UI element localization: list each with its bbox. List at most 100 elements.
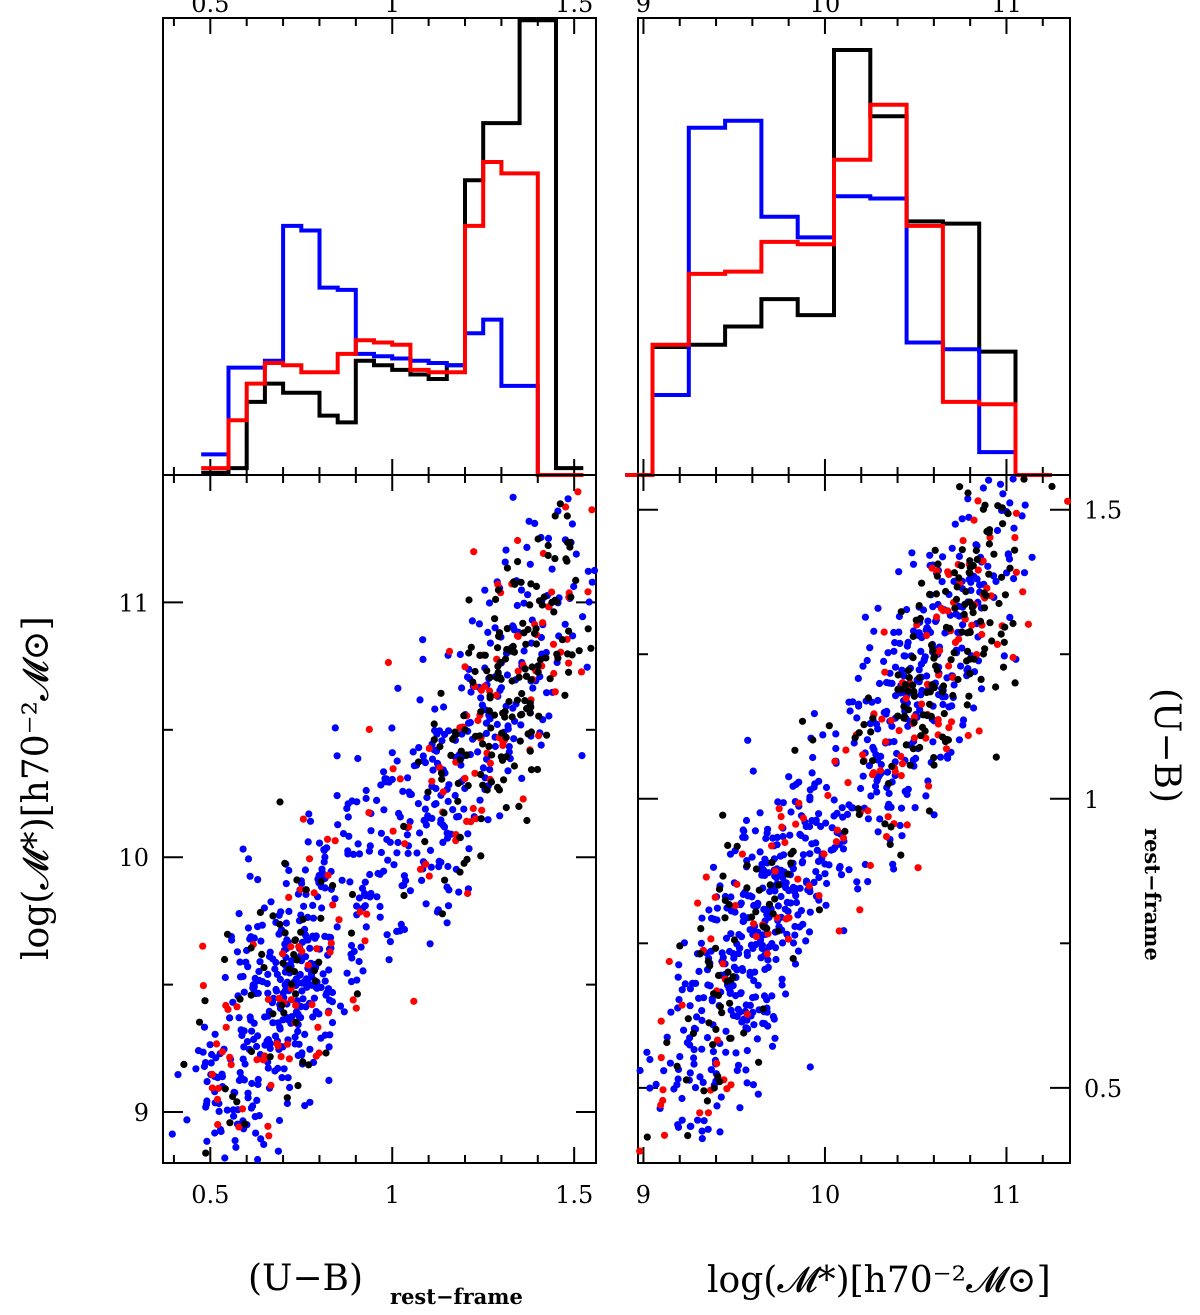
data-point-blue [734,1005,742,1013]
data-point-blue [464,830,472,838]
x-tick-label: 10 [810,0,841,18]
data-point-black [551,555,559,563]
data-point-blue [796,923,804,931]
data-point-black [992,753,1000,761]
data-point-red [947,718,956,726]
data-point-blue [683,1039,692,1047]
data-point-blue [744,892,752,900]
data-point-blue [564,495,572,503]
data-point-black [809,736,817,744]
data-point-blue [903,642,912,650]
data-point-black [930,654,938,662]
data-point-blue [380,768,388,776]
data-point-blue [390,861,398,869]
data-point-red [304,961,312,969]
data-point-red [942,745,951,753]
data-point-blue [806,786,814,794]
data-point-black [534,662,542,670]
data-point-blue [211,1129,219,1137]
data-point-black [956,483,964,491]
data-point-red [778,823,786,831]
data-point-red [882,833,891,841]
data-point-black [962,588,970,596]
data-point-blue [431,705,439,713]
data-point-blue [885,679,893,687]
data-point-red [859,751,867,759]
data-point-red [1012,509,1021,517]
data-point-red [214,1121,222,1129]
data-point-blue [757,954,765,962]
data-point-black [269,1010,277,1018]
data-point-blue [310,994,318,1002]
data-point-blue [722,1027,730,1035]
data-point-blue [491,624,499,632]
data-point-red [275,994,283,1003]
data-point-black [567,593,575,601]
data-point-blue [437,816,445,824]
data-point-black [964,489,972,497]
data-point-blue [203,1078,211,1086]
data-point-black [925,807,934,815]
data-point-black [501,655,510,663]
data-point-red [331,837,339,845]
data-point-black [503,564,511,572]
data-point-blue [743,1047,751,1055]
data-point-black [471,667,479,676]
data-point-blue [973,575,981,583]
data-point-blue [874,696,882,705]
data-point-black [305,1061,313,1069]
data-point-black [916,614,925,623]
data-point-blue [232,1143,240,1151]
data-point-red [970,516,978,524]
data-point-blue [806,908,814,916]
data-point-blue [778,975,786,983]
x-tick-label: 11 [991,1181,1022,1209]
data-point-blue [815,873,823,882]
scatter-points [168,488,599,1164]
data-point-black [869,757,877,765]
data-point-blue [808,840,816,848]
data-point-blue [705,906,713,914]
data-point-black [888,762,896,770]
data-point-blue [643,1048,651,1056]
data-point-black [909,632,917,641]
data-point-red [287,943,295,951]
data-point-red [933,613,941,621]
data-point-black [247,991,255,999]
data-point-black [532,640,541,648]
data-point-blue [867,792,875,800]
data-point-black [276,798,284,806]
data-point-red [577,668,586,676]
data-point-black [494,644,502,652]
data-point-red [696,1109,704,1117]
data-point-blue [440,823,449,831]
data-point-blue [713,904,722,912]
data-point-black [928,641,936,649]
data-point-blue [666,1059,675,1067]
data-point-black [881,820,889,828]
data-point-blue [284,1074,292,1082]
data-point-blue [294,1027,302,1035]
data-point-black [518,690,526,698]
data-point-red [584,588,592,596]
data-point-black [561,691,569,699]
data-point-blue [703,1034,712,1042]
data-point-red [299,815,307,823]
data-point-blue [880,657,888,666]
data-point-blue [1020,569,1029,577]
data-point-blue [646,1084,654,1092]
data-point-blue [835,864,844,872]
data-point-black [532,625,540,633]
data-point-black [514,558,522,566]
data-point-blue [778,981,786,989]
data-point-blue [863,736,872,744]
data-point-black [508,677,516,685]
data-point-black [787,850,795,858]
data-point-black [400,891,408,900]
data-point-black [855,810,863,819]
data-point-black [934,560,942,568]
data-point-black [949,691,957,700]
data-point-blue [240,1076,248,1084]
data-point-blue [955,552,964,561]
data-point-red [820,850,828,858]
